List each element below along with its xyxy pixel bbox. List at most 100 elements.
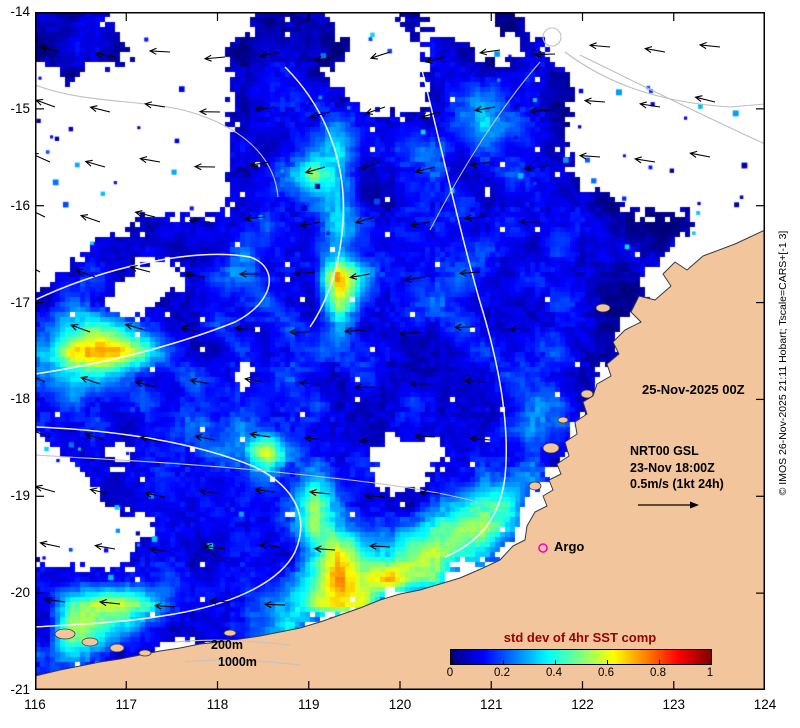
plot-frame: [35, 12, 765, 690]
velocity-vector-arrow: [303, 434, 326, 443]
island: [580, 389, 594, 399]
colorbar-tick-label: 0.8: [650, 667, 666, 679]
velocity-vector-arrow: [39, 540, 61, 548]
colorbar-tick-mark: [709, 660, 710, 664]
y-tick-label: -19: [10, 488, 30, 504]
velocity-vector-arrow: [308, 488, 331, 497]
bathymetry-contour: [174, 639, 291, 646]
velocity-vector-arrow: [208, 597, 231, 605]
velocity-vector-arrow: [193, 163, 216, 171]
velocity-vector-arrow: [243, 376, 266, 384]
velocity-vector-arrow: [408, 380, 431, 388]
copyright-vertical-text: © IMOS 26-Nov-2025 21:11 Hobart; Tscale=…: [777, 230, 789, 496]
bathymetry-contour: [564, 51, 765, 108]
velocity-vector-arrow: [263, 600, 286, 609]
velocity-vector-arrow: [139, 156, 161, 164]
velocity-vector-arrow: [458, 269, 481, 277]
velocity-vector-arrow: [369, 51, 391, 60]
velocity-vector-arrow: [518, 218, 541, 226]
velocity-vector-arrow: [248, 431, 271, 439]
velocity-vector-arrow: [148, 546, 171, 554]
velocity-vector-arrow: [398, 329, 421, 338]
x-tick-label: 121: [479, 697, 503, 712]
velocity-vector-arrow: [39, 44, 61, 53]
model-run-label: NRT00 GSL: [630, 444, 699, 458]
scale-arrowhead-icon: [690, 501, 699, 509]
velocity-vector-arrow: [288, 328, 310, 336]
velocity-vector-arrow: [94, 51, 116, 59]
y-tick-label: -18: [10, 391, 30, 407]
analysis-date-label: 25-Nov-2025 00Z: [642, 382, 745, 397]
plot-area: 25-Nov-2025 00Z NRT00 GSL 23-Nov 18:00Z …: [35, 12, 765, 690]
velocity-vector-arrow: [89, 487, 111, 495]
sst-front-contour: [35, 253, 270, 375]
island: [54, 628, 76, 640]
velocity-vector-arrow: [453, 323, 476, 331]
velocity-vector-arrow: [75, 268, 96, 278]
velocity-vector-arrow: [153, 602, 176, 610]
island: [528, 481, 542, 491]
velocity-vector-arrow: [253, 105, 276, 113]
velocity-vector-arrow: [35, 98, 56, 108]
velocity-vector-arrow: [143, 101, 166, 109]
velocity-vector-arrow: [349, 272, 371, 280]
velocity-vector-arrow: [364, 106, 386, 115]
velocity-vector-arrow: [463, 377, 486, 385]
island: [109, 643, 125, 653]
velocity-vector-arrow: [298, 379, 321, 387]
velocity-vector-arrow: [194, 433, 216, 441]
velocity-vector-arrow: [179, 325, 201, 333]
velocity-vector-arrow: [258, 541, 281, 550]
velocity-vector-arrow: [403, 275, 426, 283]
argo-marker: [538, 543, 548, 553]
velocity-vector-arrow: [689, 150, 711, 158]
bathymetry-contour-ring: [542, 27, 562, 47]
velocity-vector-arrow: [35, 153, 51, 163]
y-tick-label: -16: [10, 197, 30, 213]
colorbar-tick-label: 0: [446, 667, 454, 679]
velocity-vector-arrow: [368, 542, 391, 550]
model-run-block: NRT00 GSL 23-Nov 18:00Z 0.5m/s (1kt 24h): [630, 443, 724, 493]
velocity-vector-arrow: [409, 220, 431, 228]
velocity-vector-arrow: [583, 97, 606, 105]
velocity-vector-arrow: [474, 105, 496, 113]
bathymetry-contour: [184, 659, 301, 666]
velocity-vector-arrow: [528, 107, 551, 115]
colorbar-tick-label: 0.6: [598, 667, 614, 679]
contour-depth-200m-label: 200m: [211, 638, 243, 652]
velocity-vector-arrow: [203, 543, 226, 551]
island: [138, 649, 152, 657]
velocity-vector-arrow: [633, 156, 656, 164]
y-tick-label: -15: [10, 100, 30, 116]
velocity-vector-arrow: [144, 490, 166, 498]
y-tick-label: -21: [10, 682, 30, 697]
velocity-vector-arrow: [358, 437, 381, 445]
island: [223, 629, 237, 637]
velocity-vector-arrow: [413, 432, 436, 440]
velocity-vector-arrow: [188, 217, 211, 225]
velocity-vector-arrow: [134, 210, 156, 218]
velocity-vector-arrow: [259, 51, 281, 59]
velocity-vector-arrow: [313, 545, 336, 553]
velocity-vector-arrow: [304, 166, 326, 175]
x-tick-label: 120: [388, 697, 412, 712]
colorbar-tick-label: 0.4: [546, 667, 562, 679]
velocity-vector-arrow: [314, 55, 336, 63]
colorbar-tick-labels: 0 0.2 0.4 0.6 0.8 1: [447, 667, 713, 681]
colorbar-tick-mark: [607, 660, 608, 664]
contour-depth-1000m-label: 1000m: [218, 655, 257, 669]
y-tick-label: -17: [10, 294, 30, 310]
model-run-time-label: 23-Nov 18:00Z: [630, 460, 715, 475]
velocity-vector-arrow: [419, 111, 441, 120]
velocity-vector-arrow: [508, 325, 531, 333]
colorbar-title: std dev of 4hr SST comp: [503, 630, 657, 645]
velocity-vector-arrow: [79, 376, 101, 385]
colorbar-tick-mark: [659, 660, 660, 664]
colorbar-tick-mark: [555, 660, 556, 664]
velocity-vector-arrow: [124, 322, 146, 331]
velocity-vector-arrow: [424, 56, 446, 64]
velocity-vector-arrow: [43, 596, 66, 604]
velocity-vector-arrow: [578, 152, 601, 160]
sst-front-contour: [35, 426, 302, 628]
